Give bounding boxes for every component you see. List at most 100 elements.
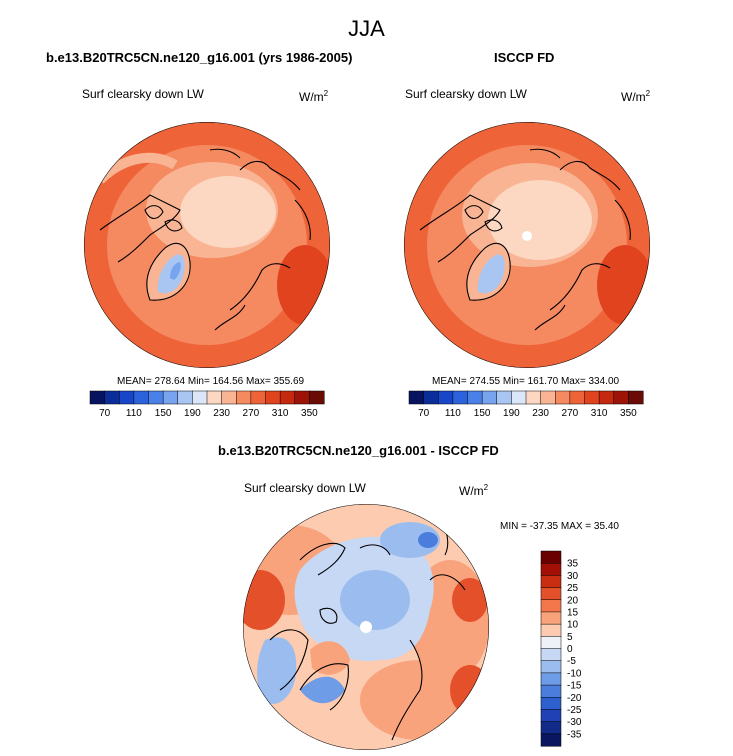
- panel1-colorbar-swatch: [192, 390, 208, 405]
- panel1-colorbar-tick-label: 350: [301, 408, 318, 419]
- panel2-colorbar-swatch: [613, 390, 629, 405]
- panel2-variable: Surf clearsky down LW: [405, 87, 527, 101]
- panel3-colorbar-swatch: [540, 648, 562, 662]
- panel3-colorbar-tick-label: 30: [567, 571, 579, 582]
- panel3-colorbar-tick-label: -35: [567, 729, 582, 740]
- panel2-colorbar-tick-label: 230: [532, 408, 549, 419]
- panel3-colorbar-swatch: [540, 611, 562, 625]
- panel3-colorbar-tick-label: 25: [567, 583, 579, 594]
- panel3-colorbar-swatch: [540, 587, 562, 601]
- panel3-colorbar-swatch: [540, 660, 562, 674]
- panel3-colorbar-tick-label: 10: [567, 620, 579, 631]
- panel1-colorbar-tick-label: 310: [272, 408, 289, 419]
- panel1-colorbar-swatch: [148, 390, 164, 405]
- panel3-colorbar-swatch: [540, 697, 562, 710]
- panel3-colorbar-tick-label: 15: [567, 607, 579, 618]
- panel2-colorbar-swatch: [496, 390, 512, 405]
- panel2-colorbar-tick-label: 110: [445, 408, 461, 419]
- panel3-colorbar-swatch: [540, 599, 562, 613]
- greenland-core: [170, 262, 181, 280]
- panel2-units: W/m2: [621, 89, 651, 104]
- panel3-colorbar-swatch: [540, 550, 562, 564]
- panel3-colorbar-tick-label: 20: [567, 595, 579, 606]
- panel3-colorbar-tick-label: -5: [567, 656, 576, 667]
- panel2-map: [404, 122, 650, 368]
- panel1-colorbar-swatch: [265, 390, 281, 405]
- panel3-colorbar-swatch: [540, 721, 562, 735]
- panel1-colorbar-tick-label: 190: [184, 408, 201, 419]
- panel3-colorbar-tick-label: -20: [567, 693, 582, 704]
- panel3-colorbar-tick-label: 5: [567, 632, 573, 643]
- panel2-colorbar-tick-label: 310: [591, 408, 608, 419]
- panel2-colorbar-swatch: [628, 390, 644, 405]
- panel1-colorbar-swatch: [177, 390, 193, 405]
- panel2-colorbar-swatch: [598, 390, 615, 405]
- panel2-colorbar-swatch: [525, 390, 542, 405]
- panel2-colorbar-swatch: [540, 390, 556, 405]
- panel3-colorbar-swatch: [540, 672, 562, 686]
- panel1-colorbar-swatch: [162, 390, 179, 405]
- panel1-colorbar-swatch: [119, 390, 135, 405]
- panel2-colorbar-swatch: [555, 390, 571, 405]
- panel2-colorbar-swatch: [423, 390, 439, 405]
- panel2-colorbar-swatch: [481, 390, 498, 405]
- panel3-colorbar-swatch: [540, 684, 562, 698]
- panel3-colorbar-swatch: [540, 709, 562, 723]
- panel3-stats: MIN = -37.35 MAX = 35.40: [500, 521, 619, 532]
- panel3-units: W/m2: [459, 483, 489, 498]
- panel3-map: [243, 504, 489, 750]
- panel1-colorbar-tick-label: 270: [243, 408, 260, 419]
- panel2-colorbar-swatch: [408, 390, 425, 405]
- warm-region: [277, 245, 330, 325]
- panel3-colorbar-swatch: [540, 733, 562, 747]
- panel3-colorbar-tick-label: -15: [567, 681, 582, 692]
- panel3-colorbar-tick-label: 0: [567, 644, 573, 655]
- panel2-title: ISCCP FD: [494, 50, 555, 65]
- panel1-variable: Surf clearsky down LW: [82, 87, 204, 101]
- panel1-colorbar-swatch: [294, 390, 310, 405]
- panel3-colorbar-tick-label: -25: [567, 705, 582, 716]
- panel3-colorbar-swatch: [540, 623, 562, 637]
- panel1-stats: MEAN= 278.64 Min= 164.56 Max= 355.69: [117, 376, 305, 387]
- panel1-colorbar: [89, 390, 325, 405]
- colorbar-tick-labels: 70 110 150 190 230 270 310 350 70 110 150 190 230 270…: [99, 408, 637, 740]
- panel2-colorbar-swatch: [438, 390, 454, 405]
- panel2-colorbar-swatch: [511, 390, 527, 405]
- panel3-colorbar: [540, 550, 562, 747]
- panel1-colorbar-swatch: [206, 390, 223, 405]
- panel1-colorbar-swatch: [309, 390, 325, 405]
- panel1-colorbar-tick-label: 230: [213, 408, 230, 419]
- panel1-colorbar-swatch: [250, 390, 267, 405]
- panel1-title: b.e13.B20TRC5CN.ne120_g16.001 (yrs 1986-…: [46, 50, 353, 65]
- panel1-colorbar-swatch: [89, 390, 106, 405]
- panel1-colorbar-tick-label: 70: [99, 408, 111, 419]
- panel1-units: W/m2: [299, 89, 329, 104]
- panel3-colorbar-swatch: [540, 575, 562, 589]
- panel2-colorbar: [408, 390, 644, 405]
- panel1-colorbar-swatch: [133, 390, 150, 405]
- panel2-colorbar-swatch: [569, 390, 586, 405]
- panel1-colorbar-swatch: [236, 390, 252, 405]
- panel3-title: b.e13.B20TRC5CN.ne120_g16.001 - ISCCP FD: [218, 443, 499, 458]
- map-arctic-ocean: [180, 176, 276, 248]
- panel2-colorbar-tick-label: 150: [474, 408, 491, 419]
- panel2-colorbar-swatch: [584, 390, 600, 405]
- panel2-colorbar-tick-label: 270: [562, 408, 579, 419]
- panel1-colorbar-tick-label: 150: [155, 408, 172, 419]
- panel3-colorbar-tick-label: -10: [567, 668, 582, 679]
- panel1-colorbar-swatch: [104, 390, 120, 405]
- panel1-colorbar-swatch: [221, 390, 237, 405]
- panel2-colorbar-swatch: [467, 390, 483, 405]
- panel2-colorbar-tick-label: 70: [418, 408, 430, 419]
- panel1-map: [84, 122, 330, 368]
- panel2-colorbar-tick-label: 190: [503, 408, 520, 419]
- panel3-colorbar-tick-label: 35: [567, 559, 579, 570]
- panel1-colorbar-swatch: [279, 390, 296, 405]
- panel3-colorbar-tick-label: -30: [567, 717, 582, 728]
- panel2-stats: MEAN= 274.55 Min= 161.70 Max= 334.00: [432, 376, 620, 387]
- figure-title: JJA: [348, 16, 385, 41]
- panel2-colorbar-tick-label: 350: [620, 408, 637, 419]
- panel1-colorbar-tick-label: 110: [126, 408, 142, 419]
- panel3-colorbar-swatch: [540, 562, 562, 576]
